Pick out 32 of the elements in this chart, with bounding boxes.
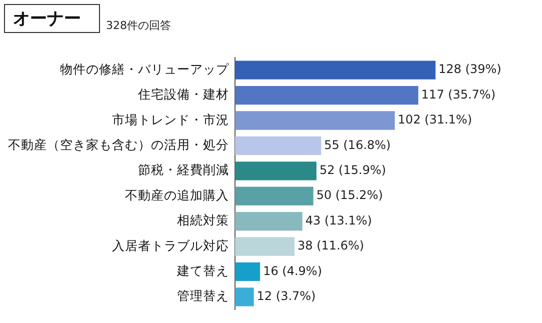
bar [235, 60, 436, 80]
data-label: 52 (15.9%) [319, 163, 386, 178]
y-tick-label: 住宅設備・建材 [137, 86, 229, 102]
bar [235, 288, 254, 306]
bar [235, 212, 302, 231]
bar [235, 262, 260, 282]
data-label: 38 (11.6%) [298, 238, 364, 253]
data-label: 55 (16.8%) [324, 138, 391, 152]
y-tick-label: 相続対策 [177, 212, 229, 228]
text: オーナー [4, 4, 100, 33]
data-label: 43 (13.1%) [305, 213, 372, 228]
y-tick-label: 入居者トラブル対応 [112, 238, 229, 253]
y-tick-label: 不動産の追加購入 [125, 187, 229, 202]
bar [235, 186, 314, 206]
bar [235, 237, 295, 256]
bar [235, 86, 418, 105]
data-label: 12 (3.7%) [256, 289, 316, 304]
data-label: 50 (15.2%) [316, 188, 383, 202]
data-label: 117 (35.7%) [421, 87, 496, 102]
y-tick-label: 市場トレンド・市況 [112, 112, 229, 127]
bar [235, 136, 322, 156]
y-tick-label: 節税・経費削減 [138, 162, 229, 178]
y-tick-label: 建て替え [176, 262, 229, 278]
data-label: 128 (39%) [438, 62, 502, 76]
text: 328件の回答 [106, 18, 171, 33]
data-label: 102 (31.1%) [398, 112, 472, 127]
data-label: 16 (4.9%) [263, 264, 322, 278]
y-tick-label: 管理替え [177, 288, 229, 304]
bar [235, 111, 395, 130]
y-tick-label: 物件の修繕・バリューアップ [60, 61, 230, 76]
bar [235, 162, 316, 180]
y-tick-label: 不動産（空き家も含む）の活用・処分 [8, 136, 229, 152]
